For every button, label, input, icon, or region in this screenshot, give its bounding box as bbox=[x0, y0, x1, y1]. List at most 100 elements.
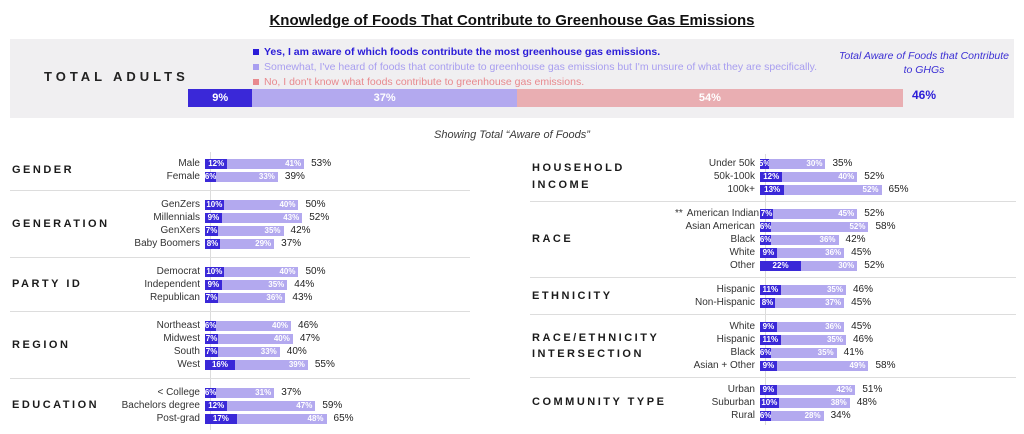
table-row: Hispanic 11% 35% 46% bbox=[675, 283, 1016, 296]
row-bar: 7% 36% bbox=[205, 292, 286, 303]
row-bar: 11% 35% bbox=[760, 284, 846, 295]
legend-item-yes: Yes, I am aware of which foods contribut… bbox=[253, 44, 817, 59]
table-row: South 7% 33% 40% bbox=[110, 345, 470, 358]
bar-segment-somewhat: 33% bbox=[218, 346, 280, 357]
bar-segment-yes: 6% bbox=[760, 347, 772, 358]
legend-swatch-yes-icon bbox=[253, 48, 259, 55]
section-rows: Democrat 10% 40% 50% Independent 9% 35% 44% Repu… bbox=[110, 265, 470, 304]
row-bar: 12% 41% bbox=[205, 158, 305, 169]
bar-segment-somewhat: 47% bbox=[227, 400, 316, 411]
row-bar: 7% 35% bbox=[205, 225, 284, 236]
axis-baseline-left bbox=[210, 152, 211, 430]
section-rows: Hispanic 11% 35% 46% Non-Hispanic 8% 37% 45% bbox=[675, 283, 1016, 309]
row-bar: 9% 43% bbox=[205, 212, 303, 223]
section-generation: GENERATION GenZers 10% 40% 50% Millennials 9% 4… bbox=[10, 190, 470, 257]
row-label: Asian American bbox=[685, 221, 755, 232]
section-gender: GENDER Male 12% 41% 53% Female 6% 33% 39% bbox=[10, 150, 470, 190]
row-label: White bbox=[729, 321, 755, 332]
section-party-id: PARTY ID Democrat 10% 40% 50% Independent 9% 35… bbox=[10, 257, 470, 311]
row-bar: 10% 38% bbox=[760, 397, 850, 408]
section-rows: Under 50k5%30%35%50k-100k12%40%52%100k+1… bbox=[675, 157, 1016, 196]
table-row: White 9% 36% 45% bbox=[675, 246, 1016, 259]
row-total-value: 50% bbox=[305, 266, 326, 277]
row-bar: 5%30% bbox=[760, 158, 826, 169]
row-label: Millennials bbox=[153, 212, 200, 223]
row-total-value: 34% bbox=[830, 410, 851, 421]
total-aware-value: 46% bbox=[911, 88, 937, 103]
row-total-value: 52% bbox=[864, 208, 885, 219]
bar-segment-somewhat: 40% bbox=[223, 266, 299, 277]
row-label: Black bbox=[730, 347, 755, 358]
row-label: Female bbox=[166, 171, 200, 182]
bar-segment-somewhat: 33% bbox=[216, 171, 278, 182]
row-bar: 7% 45% bbox=[760, 208, 858, 219]
row-total-value: 46% bbox=[853, 284, 874, 295]
row-label: Northeast bbox=[156, 320, 200, 331]
bar-segment-somewhat: 36% bbox=[771, 234, 839, 245]
bar-segment-yes: 10% bbox=[205, 266, 224, 277]
bar-segment-yes: 13% bbox=[760, 184, 785, 195]
table-row: Other 22% 30% 52% bbox=[675, 259, 1016, 272]
bar-segment-yes: 7% bbox=[205, 346, 219, 357]
row-total-value: 46% bbox=[853, 334, 874, 345]
table-row: Black 6% 35% 41% bbox=[675, 346, 1016, 359]
bar-segment-yes: 7% bbox=[205, 333, 219, 344]
row-label: Democrat bbox=[156, 266, 200, 277]
table-row: Northeast 6% 40% 46% bbox=[110, 319, 470, 332]
bar-segment-yes: 9% bbox=[760, 321, 777, 332]
row-label: Non-Hispanic bbox=[694, 297, 755, 308]
row-total-value: 65% bbox=[333, 413, 354, 424]
table-row: Republican 7% 36% 43% bbox=[110, 291, 470, 304]
table-row: ** American Indian 7% 45% 52% bbox=[675, 207, 1016, 220]
bar-segment-yes: 6% bbox=[760, 234, 772, 245]
row-bar: 9% 36% bbox=[760, 247, 845, 258]
row-label: White bbox=[729, 247, 755, 258]
row-label: < College bbox=[157, 387, 200, 398]
table-row: Black 6% 36% 42% bbox=[675, 233, 1016, 246]
row-bar: 13% 52% bbox=[760, 184, 882, 195]
table-row: Independent 9% 35% 44% bbox=[110, 278, 470, 291]
section-title: HOUSEHOLD INCOME bbox=[532, 162, 625, 191]
row-total-value: 53% bbox=[311, 158, 332, 169]
row-bar: 11% 35% bbox=[760, 334, 846, 345]
column-left: GENDER Male 12% 41% 53% Female 6% 33% 39% GENERAT… bbox=[10, 150, 470, 432]
table-row: 50k-100k 12% 40% 52% bbox=[675, 170, 1016, 183]
bar-segment-somewhat: 40% bbox=[223, 199, 299, 210]
section-community-type: COMMUNITY TYPE Urban 9% 42% 51% Suburban 10% 38… bbox=[530, 377, 1016, 427]
total-bar-segment-no: 54% bbox=[516, 89, 903, 107]
section-rows: GenZers 10% 40% 50% Millennials 9% 43% 52% GenXe… bbox=[110, 198, 470, 250]
row-label: ** American Indian bbox=[675, 208, 760, 219]
table-row: 100k+ 13% 52% 65% bbox=[675, 183, 1016, 196]
row-total-value: 59% bbox=[322, 400, 343, 411]
section-title: RACE/ETHNICITY INTERSECTION bbox=[532, 331, 660, 361]
row-bar: 16% 39% bbox=[205, 359, 308, 370]
bar-segment-yes: 11% bbox=[760, 334, 781, 345]
legend-label-somewhat: Somewhat, I've heard of foods that contr… bbox=[264, 60, 818, 73]
row-label: Under 50k bbox=[708, 158, 755, 169]
row-bar: 6% 36% bbox=[760, 234, 839, 245]
section-rows: ** American Indian 7% 45% 52% Asian American 6… bbox=[675, 207, 1016, 272]
bar-segment-somewhat: 36% bbox=[776, 321, 845, 332]
bar-segment-somewhat: 29% bbox=[219, 238, 275, 249]
row-bar: 8% 37% bbox=[760, 297, 845, 308]
bar-segment-somewhat: 52% bbox=[784, 184, 882, 195]
bar-segment-yes: 10% bbox=[205, 199, 224, 210]
bar-segment-yes: 9% bbox=[205, 279, 222, 290]
row-bar: 6% 40% bbox=[205, 320, 292, 331]
section-rows: White 9% 36% 45% Hispanic 11% 35% 46% Black 6% 35%… bbox=[675, 320, 1016, 372]
bar-segment-yes: 10% bbox=[760, 397, 779, 408]
table-row: Midwest 7% 40% 47% bbox=[110, 332, 470, 345]
section-region: REGION Northeast 6% 40% 46% Midwest 7% 40% 47% So… bbox=[10, 311, 470, 378]
row-bar: 17% 48% bbox=[205, 413, 327, 424]
bar-segment-somewhat: 35% bbox=[221, 279, 288, 290]
bar-segment-somewhat: 36% bbox=[218, 292, 286, 303]
row-total-value: 50% bbox=[305, 199, 326, 210]
row-label: Hispanic bbox=[716, 334, 755, 345]
row-label: Male bbox=[178, 158, 200, 169]
bar-segment-somewhat: 37% bbox=[774, 297, 845, 308]
row-total-value: 58% bbox=[875, 360, 896, 371]
bar-segment-yes: 9% bbox=[205, 212, 222, 223]
row-bar: 6% 33% bbox=[205, 171, 278, 182]
row-total-value: 52% bbox=[864, 171, 885, 182]
